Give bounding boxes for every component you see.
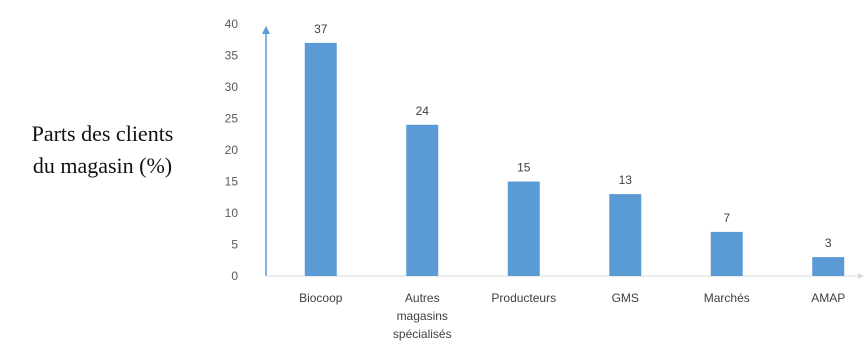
y-axis-title-line-1: Parts des clients (31, 121, 174, 146)
data-label: 37 (314, 22, 328, 36)
y-tick-label: 25 (225, 112, 239, 126)
y-axis-title-line-2: du magasin (%) (32, 153, 173, 178)
y-tick-label: 10 (225, 206, 239, 220)
y-tick-label: 40 (225, 17, 239, 31)
y-tick-label: 35 (225, 49, 239, 63)
x-axis-arrow-icon (858, 273, 864, 279)
data-label: 15 (517, 161, 531, 175)
y-axis-title: Parts des clients du magasin (%) (0, 118, 205, 182)
x-axis (266, 273, 864, 279)
bar (507, 181, 540, 276)
data-label: 13 (619, 173, 633, 187)
category-label: Producteurs (491, 291, 556, 305)
bar (304, 42, 337, 277)
data-label: 24 (416, 104, 430, 118)
bar (406, 124, 439, 276)
bars (304, 42, 845, 277)
y-tick-label: 15 (225, 175, 239, 189)
y-tick-label: 30 (225, 80, 239, 94)
data-label: 7 (723, 211, 730, 225)
category-labels: Biocoop Autres magasins spécialisés Producte… (299, 291, 845, 341)
category-label: magasins (397, 309, 448, 323)
data-label: 3 (825, 236, 832, 250)
bar (812, 257, 845, 276)
y-axis-arrow-icon (262, 26, 270, 34)
category-label: Marchés (704, 291, 750, 305)
category-label: Biocoop (299, 291, 343, 305)
category-label: AMAP (811, 291, 845, 305)
y-tick-label: 20 (225, 143, 239, 157)
y-axis: 0 5 10 15 20 25 30 35 40 (225, 17, 270, 283)
bar (609, 194, 642, 276)
category-label: spécialisés (393, 327, 452, 341)
data-labels: 37 24 15 13 7 3 (314, 22, 832, 250)
category-label: Autres (405, 291, 440, 305)
bar (710, 231, 743, 276)
y-tick-label: 0 (231, 269, 238, 283)
category-label: GMS (612, 291, 639, 305)
y-tick-label: 5 (231, 238, 238, 252)
